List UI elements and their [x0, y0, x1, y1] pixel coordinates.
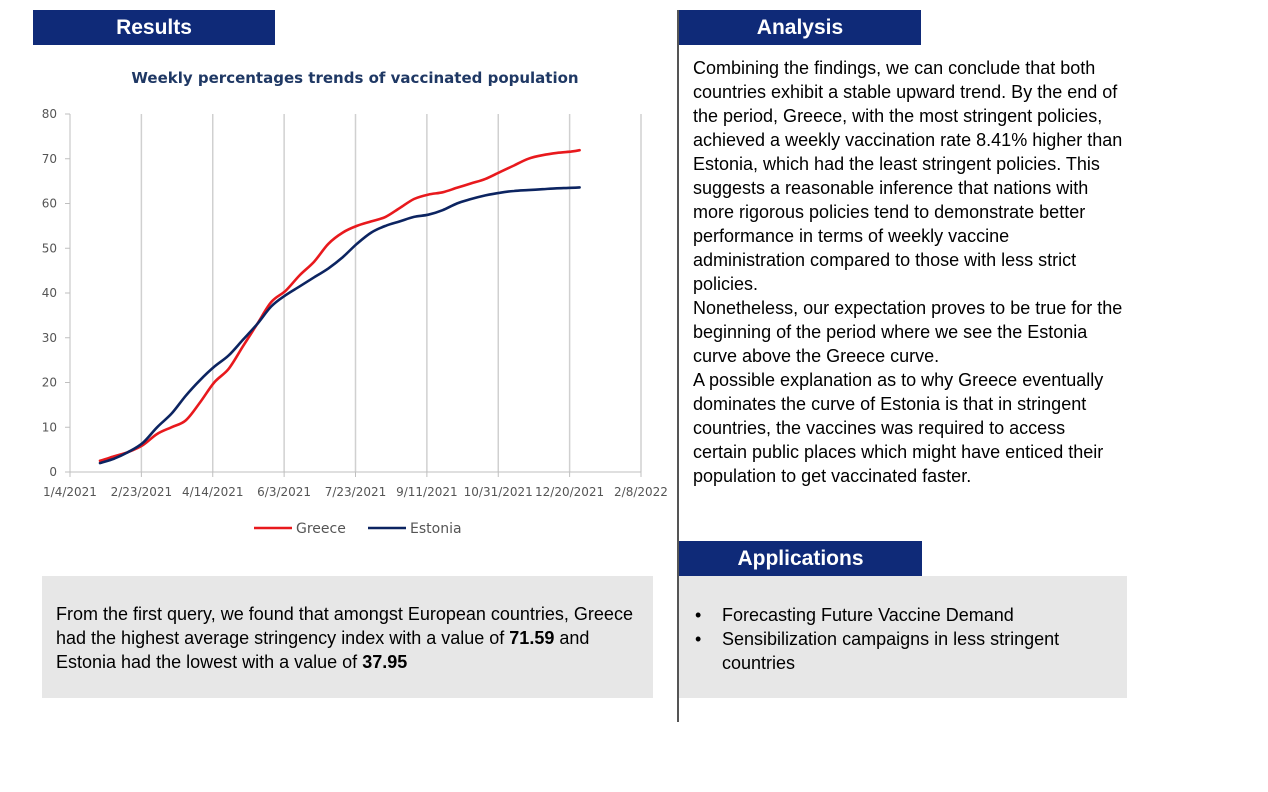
series-line-estonia: [98, 186, 581, 465]
y-tick-label: 80: [42, 107, 57, 121]
column-divider: [677, 10, 679, 722]
analysis-banner: Analysis: [679, 10, 921, 45]
x-tick-label: 9/11/2021: [396, 485, 458, 499]
x-tick-label: 6/3/2021: [257, 485, 311, 499]
vaccination-line-chart: Weekly percentages trends of vaccinated …: [42, 69, 668, 537]
application-item-text: Forecasting Future Vaccine Demand: [722, 605, 1014, 625]
y-tick-label: 50: [42, 241, 57, 255]
legend-label-estonia: Estonia: [410, 521, 462, 537]
application-item-text: Sensibilization campaigns in less string…: [722, 629, 1060, 673]
y-tick-label: 30: [42, 331, 57, 345]
x-tick-label: 7/23/2021: [325, 485, 387, 499]
series-line-greece: [98, 148, 581, 463]
estonia-stringency-value: 37.95: [362, 652, 408, 672]
applications-box: • Forecasting Future Vaccine Demand • Sens…: [679, 576, 1127, 698]
bullet-icon: •: [695, 605, 702, 625]
summary-text-start: From the first query, we found that amon…: [56, 604, 633, 648]
x-tick-label: 10/31/2021: [464, 485, 533, 499]
x-tick-label: 2/23/2021: [111, 485, 173, 499]
x-tick-label: 1/4/2021: [43, 485, 97, 499]
y-tick-label: 60: [42, 197, 57, 211]
y-tick-label: 10: [42, 420, 57, 434]
summary-box: From the first query, we found that amon…: [42, 576, 653, 698]
y-tick-label: 0: [49, 465, 57, 479]
analysis-paragraph-2: Nonetheless, our expectation proves to b…: [693, 298, 1123, 366]
applications-list: • Forecasting Future Vaccine Demand • Sens…: [693, 603, 1113, 675]
summary-text: From the first query, we found that amon…: [56, 602, 646, 674]
y-tick-label: 70: [42, 152, 57, 166]
x-tick-label: 12/20/2021: [535, 485, 604, 499]
legend-label-greece: Greece: [296, 521, 346, 537]
chart-title: Weekly percentages trends of vaccinated …: [131, 69, 578, 87]
analysis-text: Combining the findings, we can conclude …: [693, 56, 1123, 488]
bullet-icon: •: [695, 629, 702, 649]
analysis-paragraph-3: A possible explanation as to why Greece …: [693, 370, 1104, 486]
y-tick-label: 40: [42, 286, 57, 300]
application-item: • Sensibilization campaigns in less strin…: [693, 627, 1113, 675]
analysis-paragraph-1: Combining the findings, we can conclude …: [693, 58, 1123, 294]
x-tick-label: 2/8/2022: [614, 485, 668, 499]
y-tick-label: 20: [42, 376, 57, 390]
results-banner: Results: [33, 10, 275, 45]
greece-stringency-value: 71.59: [509, 628, 555, 648]
summary-text-middle: and Estonia had the lowest with a value …: [56, 628, 590, 672]
applications-banner: Applications: [679, 541, 922, 576]
x-tick-label: 4/14/2021: [182, 485, 244, 499]
application-item: • Forecasting Future Vaccine Demand: [693, 603, 1113, 627]
